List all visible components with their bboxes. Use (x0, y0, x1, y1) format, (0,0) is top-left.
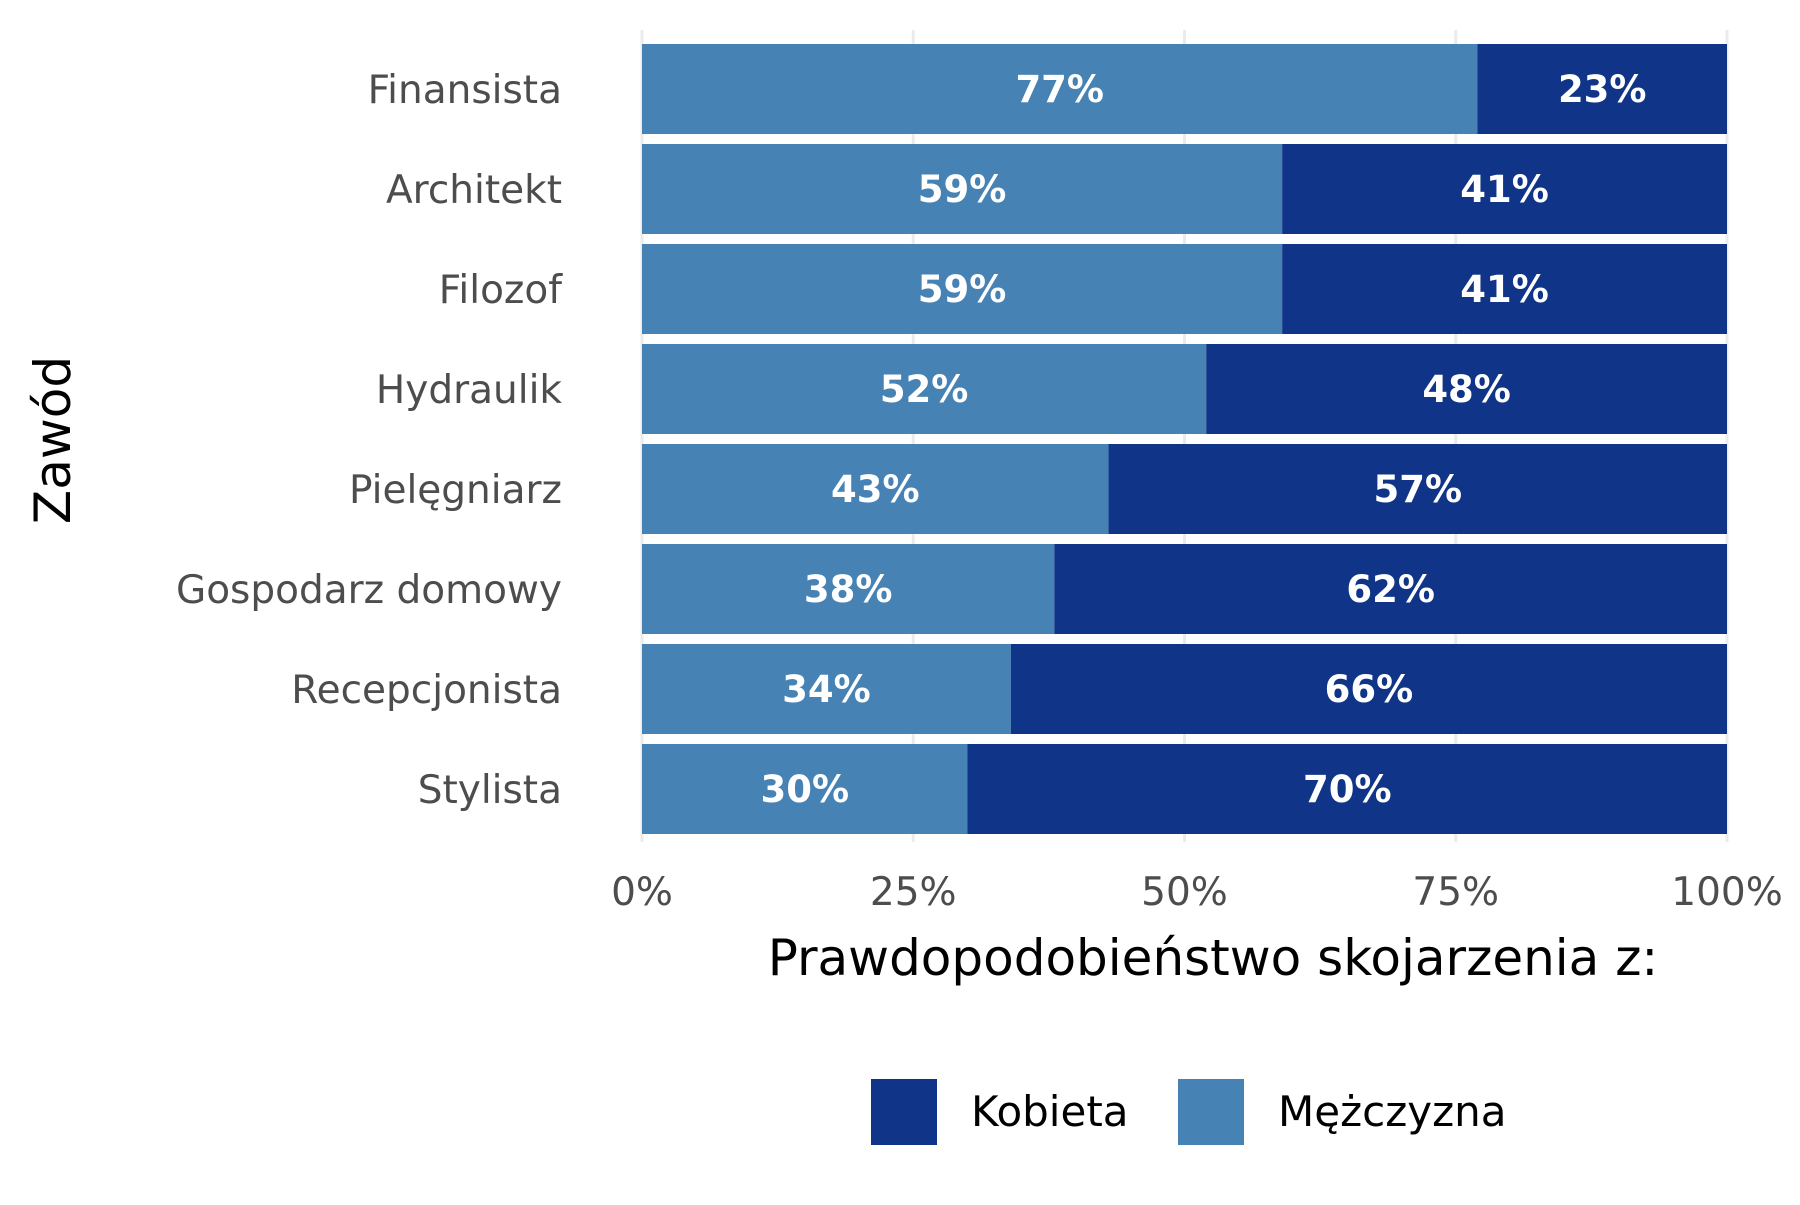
bar-mezczyzna-6 (642, 644, 1011, 734)
data-label-mezczyzna-6: 34% (782, 668, 871, 711)
bar-kobieta-2 (1282, 244, 1727, 334)
bar-mezczyzna-5 (642, 544, 1055, 634)
bar-kobieta-0 (1477, 44, 1727, 134)
x-axis-title: Prawdopodobieństwo skojarzenia z: (768, 929, 1659, 987)
x-tick-label-4: 100% (1671, 870, 1783, 915)
bar-mezczyzna-7 (642, 744, 968, 834)
data-label-mezczyzna-5: 38% (804, 568, 893, 611)
data-label-kobieta-6: 66% (1325, 668, 1414, 711)
bars (642, 44, 1727, 834)
y-category-label-2: Filozof (439, 268, 563, 313)
legend-label-0: Kobieta (971, 1087, 1129, 1136)
y-category-label-6: Recepcjonista (291, 668, 562, 713)
bar-kobieta-6 (1010, 644, 1727, 734)
x-tick-label-3: 75% (1412, 870, 1499, 915)
bar-mezczyzna-0 (642, 44, 1478, 134)
y-category-label-5: Gospodarz domowy (176, 568, 562, 613)
data-label-mezczyzna-3: 52% (880, 368, 969, 411)
data-label-kobieta-3: 48% (1422, 368, 1511, 411)
data-label-mezczyzna-7: 30% (760, 768, 849, 811)
bar-mezczyzna-1 (642, 144, 1283, 234)
bar-kobieta-4 (1108, 444, 1727, 534)
y-axis-title: Zawód (24, 356, 82, 524)
x-tick-label-0: 0% (611, 870, 673, 915)
bar-kobieta-3 (1206, 344, 1727, 434)
data-label-mezczyzna-0: 77% (1015, 68, 1104, 111)
legend: Kobieta Mężczyzna (871, 1079, 1507, 1145)
data-label-kobieta-2: 41% (1460, 268, 1549, 311)
bar-labels: 77% 23% 59% 41% 59% 41% 52% 48% 43% 57% 38% 62% 34% 6… (760, 68, 1646, 811)
x-axis-tick-labels: 0% 25% 50% 75% 100% (611, 870, 1783, 915)
x-tick-label-2: 50% (1141, 870, 1228, 915)
data-label-kobieta-5: 62% (1346, 568, 1435, 611)
x-tick-label-1: 25% (870, 870, 957, 915)
y-axis-category-labels: Finansista Architekt Filozof Hydraulik Pielę… (176, 68, 563, 813)
bar-mezczyzna-4 (642, 444, 1109, 534)
data-label-mezczyzna-1: 59% (918, 168, 1007, 211)
bar-kobieta-7 (967, 744, 1727, 834)
bar-kobieta-1 (1282, 144, 1727, 234)
bar-mezczyzna-2 (642, 244, 1283, 334)
y-category-label-0: Finansista (368, 68, 562, 113)
data-label-kobieta-4: 57% (1373, 468, 1462, 511)
data-label-kobieta-7: 70% (1303, 768, 1392, 811)
y-category-label-4: Pielęgniarz (349, 468, 562, 513)
data-label-mezczyzna-4: 43% (831, 468, 920, 511)
bar-mezczyzna-3 (642, 344, 1207, 434)
y-category-label-1: Architekt (386, 168, 562, 213)
data-label-mezczyzna-2: 59% (918, 268, 1007, 311)
bar-kobieta-5 (1054, 544, 1727, 634)
y-category-label-3: Hydraulik (376, 368, 562, 413)
data-label-kobieta-1: 41% (1460, 168, 1549, 211)
legend-swatch-1 (1178, 1079, 1244, 1145)
legend-label-1: Mężczyzna (1278, 1087, 1507, 1136)
legend-swatch-0 (871, 1079, 937, 1145)
data-label-kobieta-0: 23% (1558, 68, 1647, 111)
y-category-label-7: Stylista (418, 768, 562, 813)
